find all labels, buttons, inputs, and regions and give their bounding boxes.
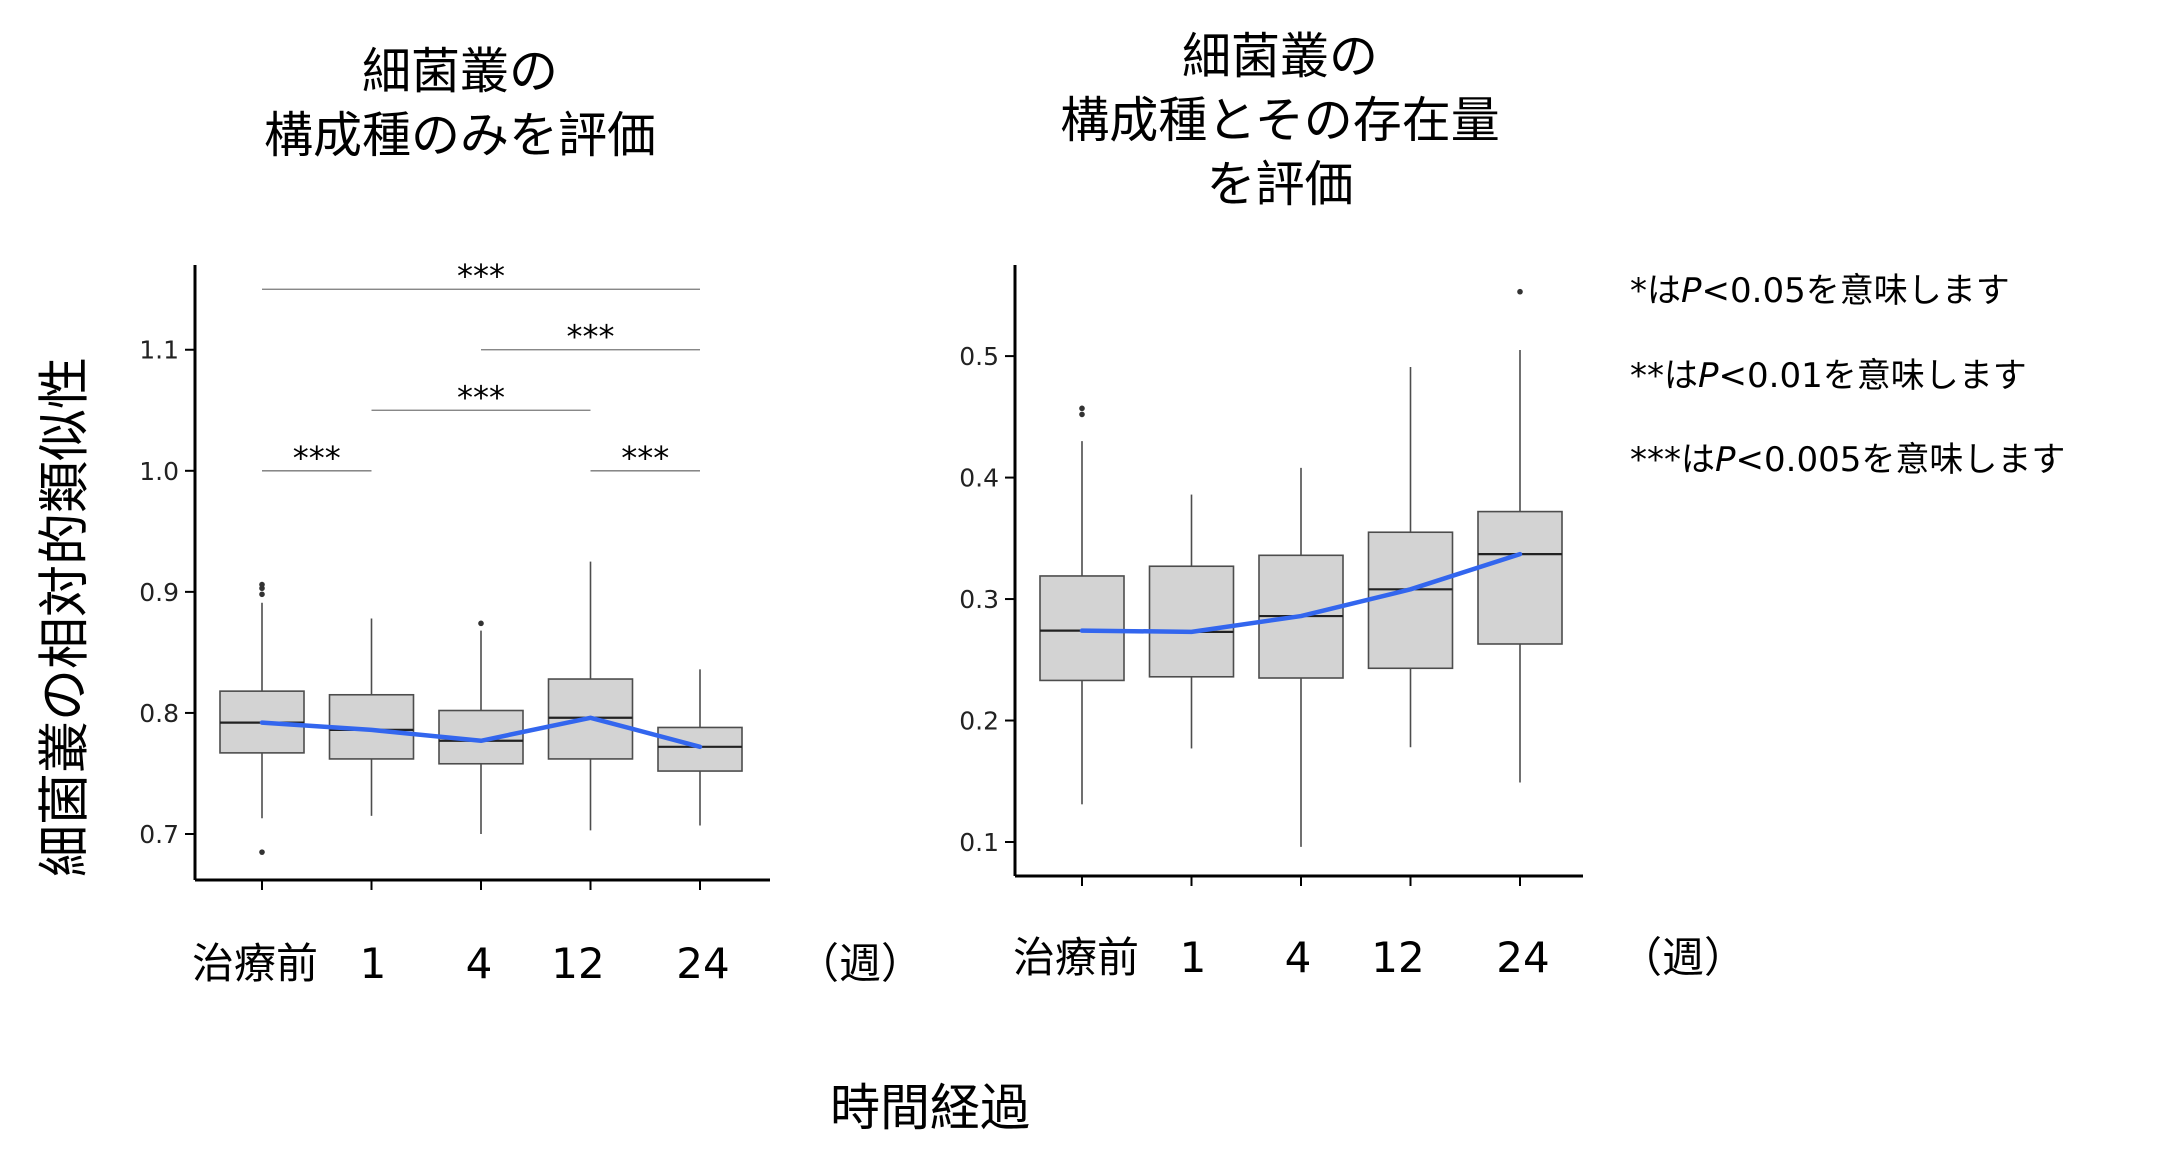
left-chart-title: 細菌叢の 構成種のみを評価: [263, 43, 656, 164]
y-tick-label: 0.3: [959, 585, 999, 614]
y-tick-label: 1.0: [139, 457, 179, 486]
legend-text: <0.005を意味します: [1735, 440, 2066, 480]
legend-entry-1: *はP<0.05を意味します: [1630, 263, 2010, 312]
iqr-box: [1477, 510, 1563, 645]
y-tick-label: 0.5: [959, 342, 999, 371]
significance-label: ***: [457, 378, 505, 416]
legend-text: <0.05を意味します: [1701, 271, 2010, 311]
box-3: [438, 620, 524, 834]
chart-panel-1: 0.7 0.8 0.9 1.0 1.1 治療前 1 4 12 24 （週） *** *** *** *** *…: [139, 257, 923, 988]
legend-entry-2: **はP<0.01を意味します: [1630, 348, 2027, 397]
x-tick-label: 4: [1285, 933, 1312, 982]
x-axis-label: 時間経過: [830, 1079, 1030, 1137]
legend-p-symbol: P: [1698, 356, 1719, 396]
legend-stars: ***: [1630, 440, 1681, 480]
box-1: [1039, 405, 1125, 805]
y-tick-label: 0.9: [139, 578, 179, 607]
y-tick-label: 0.7: [139, 820, 179, 849]
outlier-point: [259, 581, 265, 588]
outlier-point: [259, 849, 265, 855]
x-tick-label: 1: [1180, 933, 1207, 982]
legend-p-symbol: P: [1715, 440, 1736, 480]
legend-stars: **: [1630, 356, 1664, 396]
legend-text: は: [1681, 440, 1715, 480]
chart-panel-2: 0.1 0.2 0.3 0.4 0.5 治療前 1 4 12 24 （週）: [959, 265, 1746, 982]
box-4: [547, 561, 634, 831]
trend-line: [259, 715, 703, 750]
x-tick-label: 12: [1371, 933, 1424, 982]
y-tick-label: 0.2: [959, 707, 999, 736]
legend-stars: *: [1630, 271, 1647, 311]
y-tick-label: 0.8: [139, 699, 179, 728]
significance-label: ***: [621, 439, 669, 477]
x-tick-label: 24: [676, 939, 729, 988]
x-unit-label: （週）: [797, 939, 923, 988]
box-5: [657, 669, 743, 826]
y-tick-label: 0.1: [959, 828, 999, 857]
y-tick-label: 0.4: [959, 464, 999, 493]
x-tick-label: 治療前: [192, 939, 318, 988]
iqr-box: [1367, 531, 1454, 670]
outlier-point: [259, 591, 265, 598]
outlier-point: [1517, 288, 1523, 295]
trend-line: [1079, 551, 1523, 635]
legend-text: は: [1647, 271, 1681, 311]
right-chart-title: 細菌叢の 構成種とその存在量 を評価: [1060, 28, 1500, 213]
significance-label: ***: [567, 318, 615, 356]
legend-text: <0.01を意味します: [1718, 356, 2027, 396]
outlier-point: [1079, 405, 1085, 412]
x-tick-label: 4: [466, 939, 493, 988]
legend-text: は: [1664, 356, 1698, 396]
outlier-point: [478, 620, 484, 627]
box-2: [1148, 494, 1235, 749]
x-tick-label: 24: [1496, 933, 1549, 982]
x-unit-label: （週）: [1620, 933, 1746, 982]
legend-p-symbol: P: [1681, 271, 1702, 311]
outlier-point: [1079, 411, 1085, 418]
box-5: [1477, 288, 1563, 783]
significance-label: ***: [457, 257, 505, 295]
iqr-box: [657, 726, 743, 772]
iqr-box: [1148, 565, 1235, 678]
x-tick-label: 12: [551, 939, 604, 988]
significance-label: ***: [293, 439, 341, 477]
box-4: [1367, 367, 1454, 748]
x-tick-label: 治療前: [1013, 933, 1139, 982]
box-2: [328, 618, 415, 816]
y-tick-label: 1.1: [139, 336, 179, 365]
legend-entry-3: ***はP<0.005を意味します: [1630, 432, 2065, 481]
box-1: [219, 581, 305, 855]
box-3: [1258, 467, 1344, 847]
iqr-box: [1039, 575, 1125, 682]
x-tick-label: 1: [360, 939, 387, 988]
